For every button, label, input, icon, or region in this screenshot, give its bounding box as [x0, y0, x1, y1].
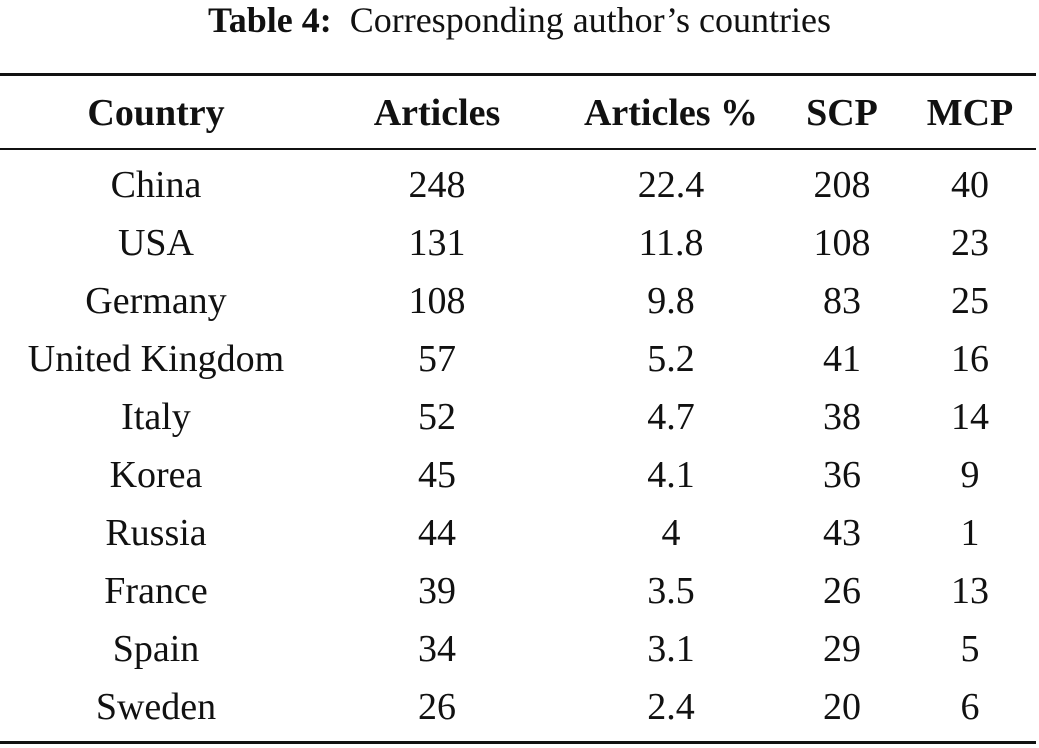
cell-scp: 41: [823, 338, 861, 380]
cell-scp: 36: [823, 454, 861, 496]
bottom-rule: [0, 741, 1036, 744]
cell-country: Italy: [121, 396, 191, 438]
cell-mcp: 9: [960, 454, 980, 496]
cell-articles: 34: [418, 628, 456, 670]
table-row: Sweden 26 2.4 20 6: [0, 678, 1036, 736]
cell-articles: 108: [408, 280, 466, 322]
cell-articles-percent: 4.7: [647, 396, 695, 438]
table-row: United Kingdom 57 5.2 41 16: [0, 330, 1036, 388]
table-row: USA 131 11.8 108 23: [0, 214, 1036, 272]
table-row: China 248 22.4 208 40: [0, 150, 1036, 214]
countries-table: Country Articles Articles % SCP MCP Chin…: [0, 76, 1036, 736]
column-header-articles: Articles: [373, 92, 501, 134]
cell-country: Spain: [112, 628, 200, 670]
cell-articles: 45: [418, 454, 456, 496]
caption-label: Table 4:: [208, 0, 332, 40]
cell-articles: 131: [408, 222, 466, 264]
cell-articles-percent: 5.2: [647, 338, 695, 380]
cell-scp: 208: [813, 164, 871, 206]
cell-articles: 39: [418, 570, 456, 612]
cell-scp: 26: [823, 570, 861, 612]
cell-articles: 44: [418, 512, 456, 554]
table-row: Spain 34 3.1 29 5: [0, 620, 1036, 678]
cell-articles: 26: [418, 686, 456, 728]
column-header-mcp: MCP: [926, 92, 1014, 134]
table-caption: Table 4: Corresponding author’s countrie…: [0, 0, 1039, 44]
cell-articles: 52: [418, 396, 456, 438]
cell-scp: 83: [823, 280, 861, 322]
cell-country: Korea: [109, 454, 203, 496]
cell-articles-percent: 11.8: [638, 222, 704, 264]
header-row: Country Articles Articles % SCP MCP: [0, 76, 1036, 150]
cell-articles: 248: [408, 164, 466, 206]
cell-mcp: 25: [951, 280, 989, 322]
top-rule: [0, 73, 1036, 76]
cell-mcp: 40: [951, 164, 989, 206]
cell-country: USA: [117, 222, 195, 264]
table-row: Korea 45 4.1 36 9: [0, 446, 1036, 504]
caption-text: Corresponding author’s countries: [349, 0, 831, 40]
table-row: France 39 3.5 26 13: [0, 562, 1036, 620]
cell-country: United Kingdom: [27, 338, 285, 380]
cell-articles: 57: [418, 338, 456, 380]
cell-mcp: 5: [960, 628, 980, 670]
cell-country: Germany: [85, 280, 227, 322]
cell-articles-percent: 4.1: [647, 454, 695, 496]
cell-country: France: [104, 570, 208, 612]
cell-mcp: 1: [960, 512, 980, 554]
cell-country: China: [110, 164, 202, 206]
cell-scp: 38: [823, 396, 861, 438]
cell-articles-percent: 9.8: [647, 280, 695, 322]
cell-articles-percent: 22.4: [637, 164, 705, 206]
cell-scp: 29: [823, 628, 861, 670]
cell-scp: 43: [823, 512, 861, 554]
cell-country: Sweden: [95, 686, 217, 728]
column-header-scp: SCP: [806, 92, 878, 134]
header-rule: [0, 148, 1036, 150]
cell-country: Russia: [105, 512, 207, 554]
column-header-country: Country: [87, 92, 225, 134]
table-row: Germany 108 9.8 83 25: [0, 272, 1036, 330]
cell-mcp: 23: [951, 222, 989, 264]
cell-articles-percent: 3.1: [647, 628, 695, 670]
cell-articles-percent: 3.5: [647, 570, 695, 612]
column-header-articles-percent: Articles %: [583, 92, 759, 134]
cell-mcp: 14: [951, 396, 989, 438]
table-row: Italy 52 4.7 38 14: [0, 388, 1036, 446]
table-row: Russia 44 4 43 1: [0, 504, 1036, 562]
cell-scp: 108: [813, 222, 871, 264]
cell-articles-percent: 4: [661, 512, 681, 554]
cell-mcp: 16: [951, 338, 989, 380]
cell-mcp: 13: [951, 570, 989, 612]
cell-scp: 20: [823, 686, 861, 728]
cell-articles-percent: 2.4: [647, 686, 695, 728]
cell-mcp: 6: [960, 686, 980, 728]
